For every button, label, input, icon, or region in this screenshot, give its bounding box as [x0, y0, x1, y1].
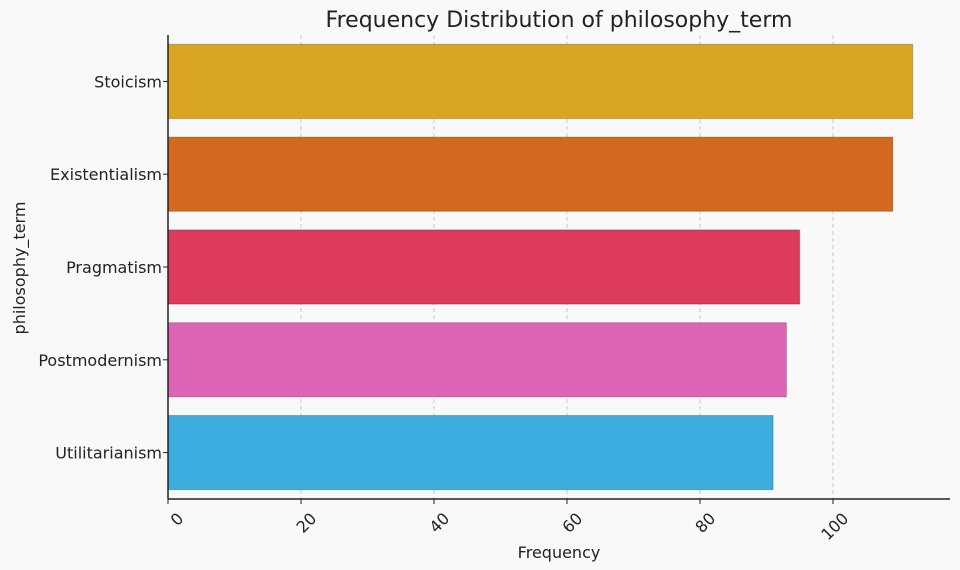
y-axis-title: philosophy_term	[10, 202, 30, 335]
chart-title: Frequency Distribution of philosophy_ter…	[326, 8, 793, 33]
y-tick-label: Stoicism	[94, 72, 162, 91]
y-tick-label: Existentialism	[50, 165, 162, 184]
bar-postmodernism	[167, 322, 787, 398]
bar-stoicism	[167, 43, 914, 120]
bar-pragmatism	[167, 229, 801, 305]
y-tick-label: Postmodernism	[38, 351, 162, 370]
bars	[167, 43, 914, 491]
bar-utilitarianism	[167, 414, 774, 491]
y-ticks: Stoicism Existentialism Pragmatism Postmode…	[38, 72, 168, 463]
bar-existentialism	[167, 136, 894, 212]
y-tick-label: Utilitarianism	[55, 444, 162, 463]
x-axis-title: Frequency	[518, 543, 601, 562]
y-tick-label: Pragmatism	[66, 258, 162, 277]
